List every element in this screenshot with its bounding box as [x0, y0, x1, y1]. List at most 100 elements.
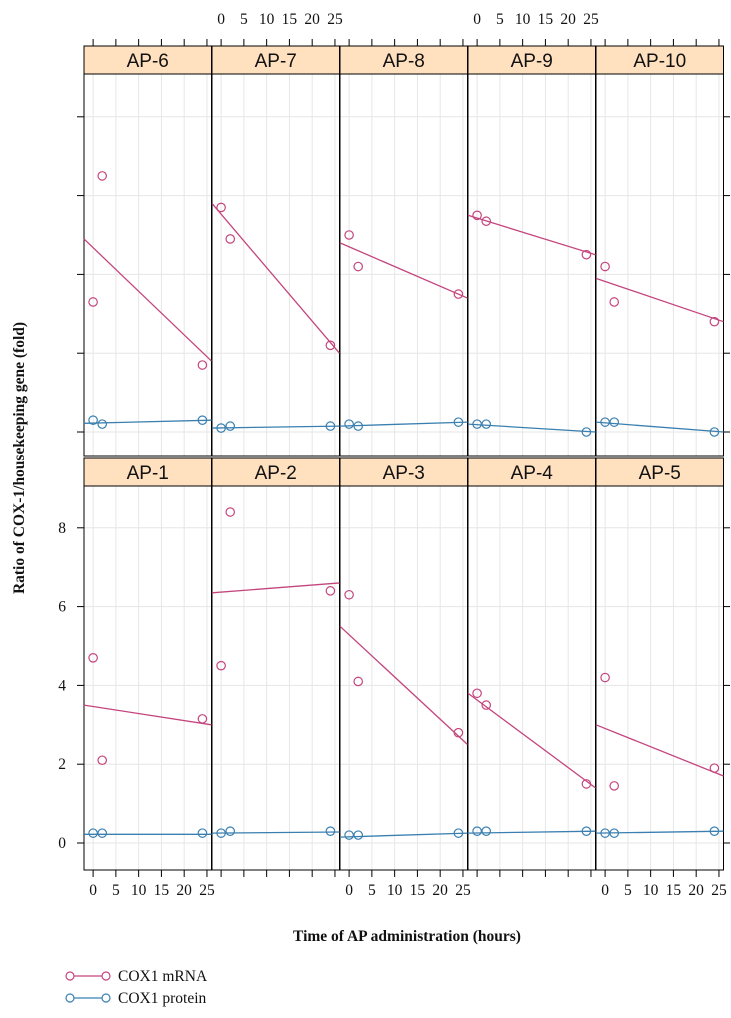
mrna-fit-line: [467, 692, 596, 789]
protein-fit-line: [211, 425, 340, 429]
x-tick-label: 0: [473, 11, 481, 28]
protein-point: [197, 415, 208, 425]
protein-point: [709, 826, 720, 836]
legend-marker: [65, 971, 75, 981]
mrna-point: [344, 230, 354, 240]
mrna-fit-line: [339, 242, 468, 299]
x-tick-label: 0: [89, 882, 97, 899]
x-tick-label: 25: [711, 882, 727, 899]
protein-point: [600, 828, 610, 838]
mrna-point: [453, 289, 464, 299]
axes-layer: 0 5 10 15 20 250 5 10 15 20 250 5 10 15 20 250 5 10 15 20 25…: [58, 11, 730, 899]
y-tick-label: 0: [58, 835, 66, 852]
protein-fit-line: [83, 419, 212, 424]
protein-point: [216, 423, 226, 433]
strip-ap-7: [211, 45, 340, 75]
strip-ap-8: [339, 45, 468, 75]
protein-fit-line: [467, 423, 596, 433]
panel-ap-10: AP-10: [595, 45, 724, 457]
mrna-point: [709, 316, 720, 327]
protein-point: [581, 826, 592, 836]
mrna-point: [481, 216, 492, 227]
protein-point: [353, 421, 364, 431]
panel-ap-3: AP-3: [339, 457, 468, 871]
protein-point: [472, 826, 482, 836]
x-tick-label: 10: [387, 882, 403, 899]
mrna-point: [600, 672, 610, 683]
protein-point: [97, 419, 108, 429]
panel-ap-9: AP-9: [467, 45, 596, 457]
legend-marker: [101, 971, 111, 981]
x-tick-label: 15: [538, 11, 554, 28]
strip-ap-1: [83, 457, 212, 487]
mrna-point: [225, 507, 236, 517]
mrna-point: [216, 660, 226, 671]
strip-ap-9: [467, 45, 596, 75]
mrna-point: [216, 202, 226, 213]
mrna-point: [197, 360, 208, 370]
panel-ap-4: AP-4: [467, 457, 596, 871]
x-tick-label: 25: [583, 11, 599, 28]
x-tick-label: 0: [217, 11, 225, 28]
mrna-fit-line: [595, 277, 724, 323]
mrna-point: [325, 586, 336, 596]
strip-label: AP-9: [511, 51, 553, 72]
mrna-point: [88, 297, 98, 307]
panels-layer: AP-6 AP-7 AP-8 AP-9 AP-10 AP-1 AP-2 AP-3 AP-4 AP-…: [83, 45, 724, 871]
x-tick-label: 20: [304, 11, 320, 28]
x-tick-label: 5: [240, 11, 248, 28]
y-tick-label: 4: [58, 677, 66, 694]
strip-label: AP-4: [511, 463, 554, 484]
mrna-point: [600, 261, 610, 272]
legend-marker: [101, 993, 111, 1003]
x-tick-label: 25: [199, 882, 215, 899]
x-tick-label: 15: [666, 882, 682, 899]
mrna-point: [472, 688, 482, 699]
protein-point: [225, 421, 236, 431]
protein-point: [472, 419, 482, 429]
protein-point: [709, 427, 720, 437]
x-tick-label: 10: [131, 882, 147, 899]
x-tick-label: 15: [282, 11, 298, 28]
mrna-point: [609, 781, 620, 791]
protein-point: [325, 826, 336, 836]
protein-fit-line: [339, 421, 468, 427]
strip-label: AP-2: [255, 463, 297, 484]
mrna-fit-line: [83, 704, 212, 726]
protein-point: [216, 828, 226, 838]
panel-frame: [467, 73, 596, 457]
protein-point: [344, 830, 354, 840]
protein-point: [344, 419, 354, 429]
x-tick-label: 5: [624, 882, 632, 899]
x-tick-label: 10: [259, 11, 275, 28]
x-tick-label: 10: [515, 11, 531, 28]
protein-fit-line: [467, 830, 596, 834]
protein-point: [481, 419, 492, 429]
strip-label: AP-10: [633, 51, 686, 72]
mrna-point: [353, 261, 364, 272]
mrna-point: [581, 779, 592, 789]
protein-point: [325, 421, 336, 431]
mrna-point: [609, 297, 620, 307]
protein-point: [609, 417, 620, 427]
mrna-fit-line: [467, 214, 596, 256]
protein-point: [481, 826, 492, 836]
x-tick-label: 20: [432, 882, 448, 899]
mrna-point: [453, 727, 464, 738]
mrna-point: [709, 763, 720, 773]
x-tick-label: 25: [455, 882, 471, 899]
protein-point: [88, 415, 98, 425]
strip-label: AP-5: [639, 463, 681, 484]
legend-marker: [65, 993, 75, 1003]
strip-label: AP-1: [127, 463, 169, 484]
strip-ap-10: [595, 45, 724, 75]
mrna-point: [197, 714, 208, 724]
y-tick-label: 2: [58, 756, 66, 773]
x-tick-label: 5: [496, 11, 504, 28]
mrna-point: [344, 589, 354, 600]
panel-frame: [595, 73, 724, 457]
x-tick-label: 25: [327, 11, 343, 28]
mrna-point: [353, 676, 364, 687]
protein-point: [600, 417, 610, 427]
protein-point: [453, 417, 464, 427]
